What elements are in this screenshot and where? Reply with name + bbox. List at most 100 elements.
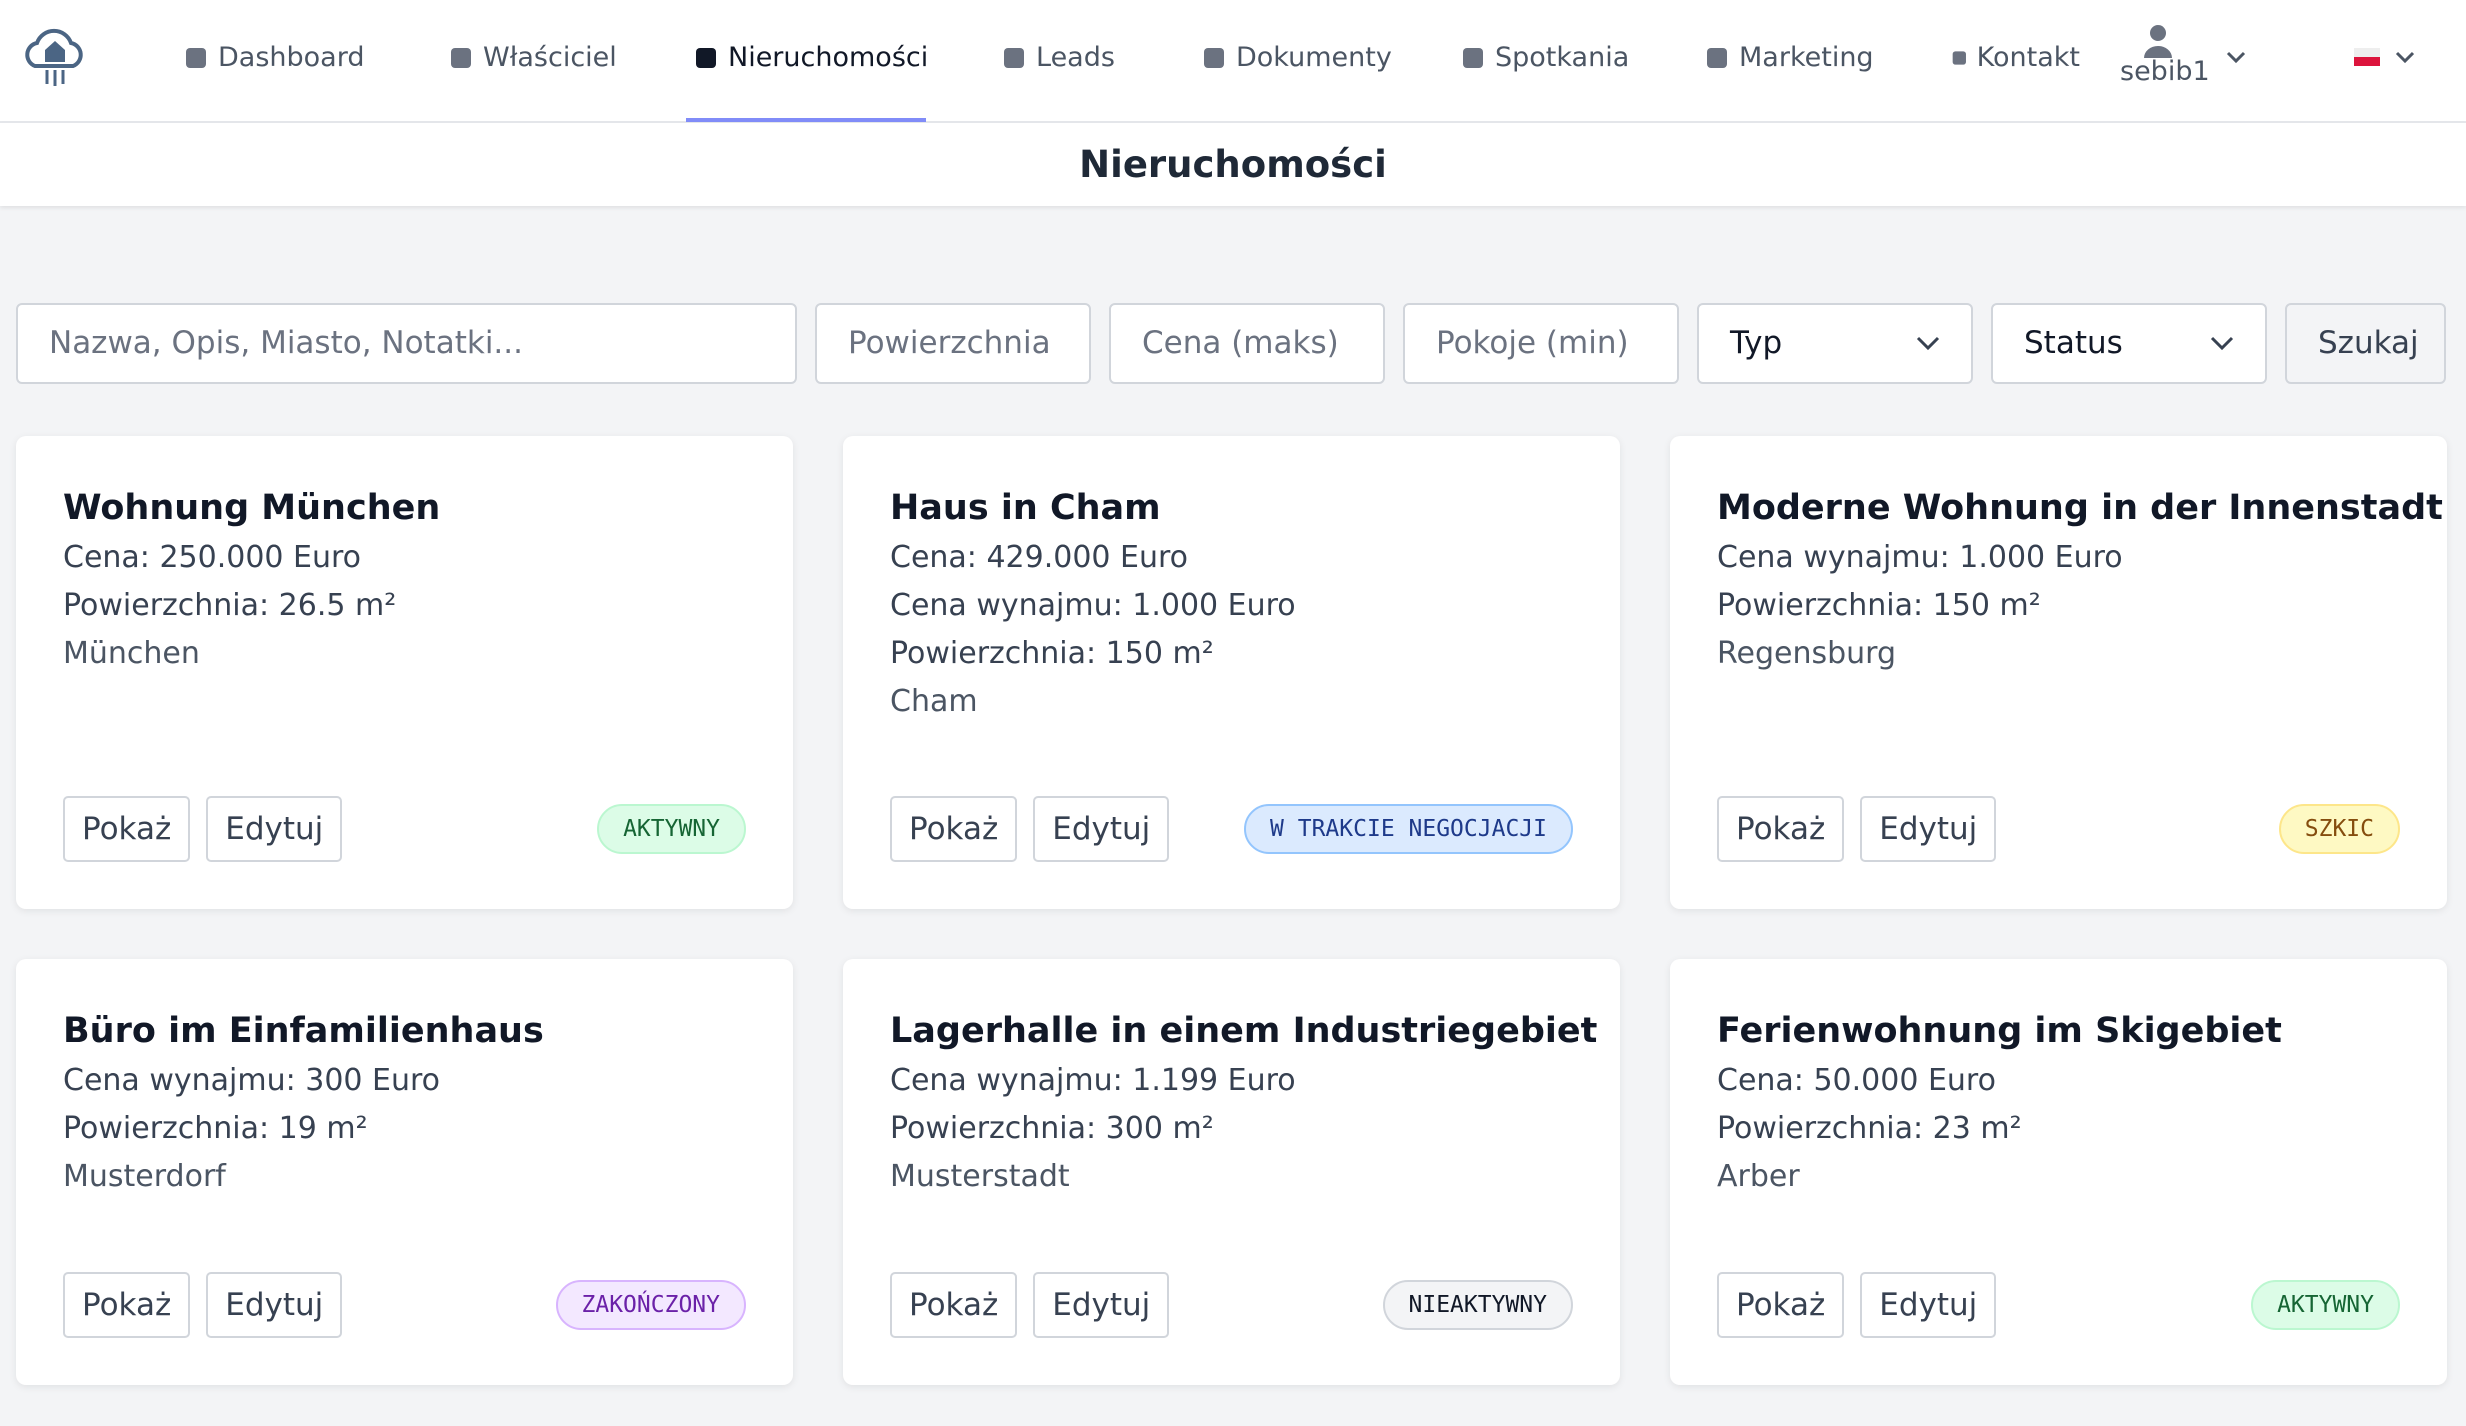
edit-button[interactable]: Edytuj bbox=[1033, 796, 1170, 862]
nav-icon bbox=[451, 47, 471, 68]
property-detail: Powierzchnia: 150 m² bbox=[890, 636, 1214, 671]
user-name[interactable]: sebib1 bbox=[2120, 56, 2210, 87]
card-actions: Pokaż Edytuj SZKIC bbox=[1717, 796, 2400, 862]
nav-icon bbox=[696, 47, 716, 68]
nav-icon bbox=[1952, 50, 1966, 65]
show-button[interactable]: Pokaż bbox=[63, 796, 191, 862]
search-input[interactable]: Nazwa, Opis, Miasto, Notatki... bbox=[16, 303, 797, 384]
property-title: Lagerhalle in einem Industriegebiet bbox=[890, 1011, 1598, 1051]
property-city: Arber bbox=[1717, 1159, 1800, 1194]
property-detail: Powierzchnia: 26.5 m² bbox=[63, 588, 397, 623]
property-title: Ferienwohnung im Skigebiet bbox=[1717, 1011, 2282, 1051]
property-city: München bbox=[63, 636, 200, 671]
card-actions: Pokaż Edytuj NIEAKTYWNY bbox=[890, 1272, 1573, 1338]
property-detail: Cena: 50.000 Euro bbox=[1717, 1063, 1996, 1098]
show-button[interactable]: Pokaż bbox=[63, 1272, 191, 1338]
card-actions: Pokaż Edytuj ZAKOŃCZONY bbox=[63, 1272, 746, 1338]
property-card: Moderne Wohnung in der Innenstadt Cena wy… bbox=[1670, 436, 2447, 909]
show-button[interactable]: Pokaż bbox=[1717, 796, 1845, 862]
property-detail: Cena wynajmu: 300 Euro bbox=[63, 1063, 441, 1098]
property-detail: Cena: 429.000 Euro bbox=[890, 540, 1189, 575]
property-grid: Wohnung München Cena: 250.000 Euro Powierz… bbox=[16, 436, 2447, 1385]
status-badge: SZKIC bbox=[2278, 804, 2400, 854]
nav-label: Właściciel bbox=[483, 42, 617, 73]
search-button[interactable]: Szukaj bbox=[2285, 303, 2446, 384]
property-detail: Cena: 250.000 Euro bbox=[63, 540, 362, 575]
card-actions: Pokaż Edytuj AKTYWNY bbox=[1717, 1272, 2400, 1338]
show-button[interactable]: Pokaż bbox=[890, 796, 1018, 862]
type-select[interactable]: Typ bbox=[1697, 303, 1973, 384]
status-badge: NIEAKTYWNY bbox=[1382, 1280, 1573, 1330]
nav-icon bbox=[1463, 47, 1483, 68]
property-detail: Cena wynajmu: 1.000 Euro bbox=[1717, 540, 2123, 575]
status-label: Status bbox=[2024, 325, 2123, 361]
property-card: Wohnung München Cena: 250.000 Euro Powierz… bbox=[16, 436, 793, 909]
property-title: Büro im Einfamilienhaus bbox=[63, 1011, 544, 1051]
nav-label: Kontakt bbox=[1976, 42, 2080, 73]
chevron bbox=[2210, 336, 2234, 351]
nav-label: Nieruchomości bbox=[728, 42, 929, 73]
property-city: Musterdorf bbox=[63, 1159, 226, 1194]
user-icon bbox=[2144, 25, 2172, 58]
nav-label: Marketing bbox=[1739, 42, 1874, 73]
nav-icon bbox=[1204, 47, 1224, 68]
nav-label: Dashboard bbox=[218, 42, 365, 73]
status-badge: W TRAKCIE NEGOCJACJI bbox=[1244, 804, 1573, 854]
nav-icon bbox=[1707, 47, 1727, 68]
nav-icon bbox=[186, 47, 206, 68]
chevron[interactable] bbox=[2395, 50, 2415, 64]
nav-icon bbox=[1004, 47, 1024, 68]
card-actions: Pokaż Edytuj W TRAKCIE NEGOCJACJI bbox=[890, 796, 1573, 862]
price-input[interactable]: Cena (maks) bbox=[1109, 303, 1385, 384]
property-detail: Powierzchnia: 19 m² bbox=[63, 1111, 368, 1146]
property-city: Musterstadt bbox=[890, 1159, 1070, 1194]
property-detail: Cena wynajmu: 1.000 Euro bbox=[890, 588, 1296, 623]
property-detail: Powierzchnia: 23 m² bbox=[1717, 1111, 2022, 1146]
nav-label: Spotkania bbox=[1495, 42, 1630, 73]
property-detail: Powierzchnia: 150 m² bbox=[1717, 588, 2041, 623]
property-card: Ferienwohnung im Skigebiet Cena: 50.000 E… bbox=[1670, 959, 2447, 1385]
nav-link[interactable]: Kontakt bbox=[1950, 42, 2080, 73]
status-select[interactable]: Status bbox=[1991, 303, 2267, 384]
edit-button[interactable]: Edytuj bbox=[1860, 1272, 1997, 1338]
nav-label: Leads bbox=[1036, 42, 1115, 73]
area-input[interactable]: Powierzchnia bbox=[815, 303, 1091, 384]
property-detail: Cena wynajmu: 1.199 Euro bbox=[890, 1063, 1296, 1098]
flag-pl[interactable] bbox=[2354, 48, 2380, 66]
chevron[interactable] bbox=[2226, 50, 2246, 64]
property-city: Cham bbox=[890, 684, 978, 719]
nav-link[interactable]: Dashboard bbox=[182, 42, 364, 73]
rooms-input[interactable]: Pokoje (min) bbox=[1403, 303, 1679, 384]
nav-link[interactable]: Marketing bbox=[1703, 42, 1874, 73]
property-title: Wohnung München bbox=[63, 488, 441, 528]
property-card: Lagerhalle in einem Industriegebiet Cena … bbox=[843, 959, 1620, 1385]
page-title: Nieruchomości bbox=[0, 123, 2466, 206]
nav-label: Dokumenty bbox=[1236, 42, 1392, 73]
property-title: Moderne Wohnung in der Innenstadt bbox=[1717, 488, 2443, 528]
property-title: Haus in Cham bbox=[890, 488, 1161, 528]
type-label: Typ bbox=[1730, 325, 1783, 361]
status-badge: AKTYWNY bbox=[2251, 1280, 2400, 1330]
nav-link[interactable]: Spotkania bbox=[1459, 42, 1629, 73]
nav-link[interactable]: Właściciel bbox=[447, 42, 617, 73]
nav-link[interactable]: Leads bbox=[1000, 42, 1115, 73]
logo[interactable] bbox=[19, 20, 91, 92]
status-badge: ZAKOŃCZONY bbox=[555, 1280, 746, 1330]
status-badge: AKTYWNY bbox=[597, 804, 746, 854]
edit-button[interactable]: Edytuj bbox=[206, 1272, 343, 1338]
property-card: Haus in Cham Cena: 429.000 Euro Cena wynaj… bbox=[843, 436, 1620, 909]
chevron bbox=[1916, 336, 1940, 351]
nav-link[interactable]: Nieruchomości bbox=[692, 42, 928, 73]
property-city: Regensburg bbox=[1717, 636, 1897, 671]
property-detail: Powierzchnia: 300 m² bbox=[890, 1111, 1214, 1146]
edit-button[interactable]: Edytuj bbox=[1033, 1272, 1170, 1338]
edit-button[interactable]: Edytuj bbox=[206, 796, 343, 862]
navbar: Dashboard Właściciel Nieruchomości Leads Dok… bbox=[0, 0, 2466, 123]
show-button[interactable]: Pokaż bbox=[890, 1272, 1018, 1338]
show-button[interactable]: Pokaż bbox=[1717, 1272, 1845, 1338]
edit-button[interactable]: Edytuj bbox=[1860, 796, 1997, 862]
nav-link[interactable]: Dokumenty bbox=[1200, 42, 1392, 73]
active-indicator bbox=[686, 118, 926, 122]
card-actions: Pokaż Edytuj AKTYWNY bbox=[63, 796, 746, 862]
